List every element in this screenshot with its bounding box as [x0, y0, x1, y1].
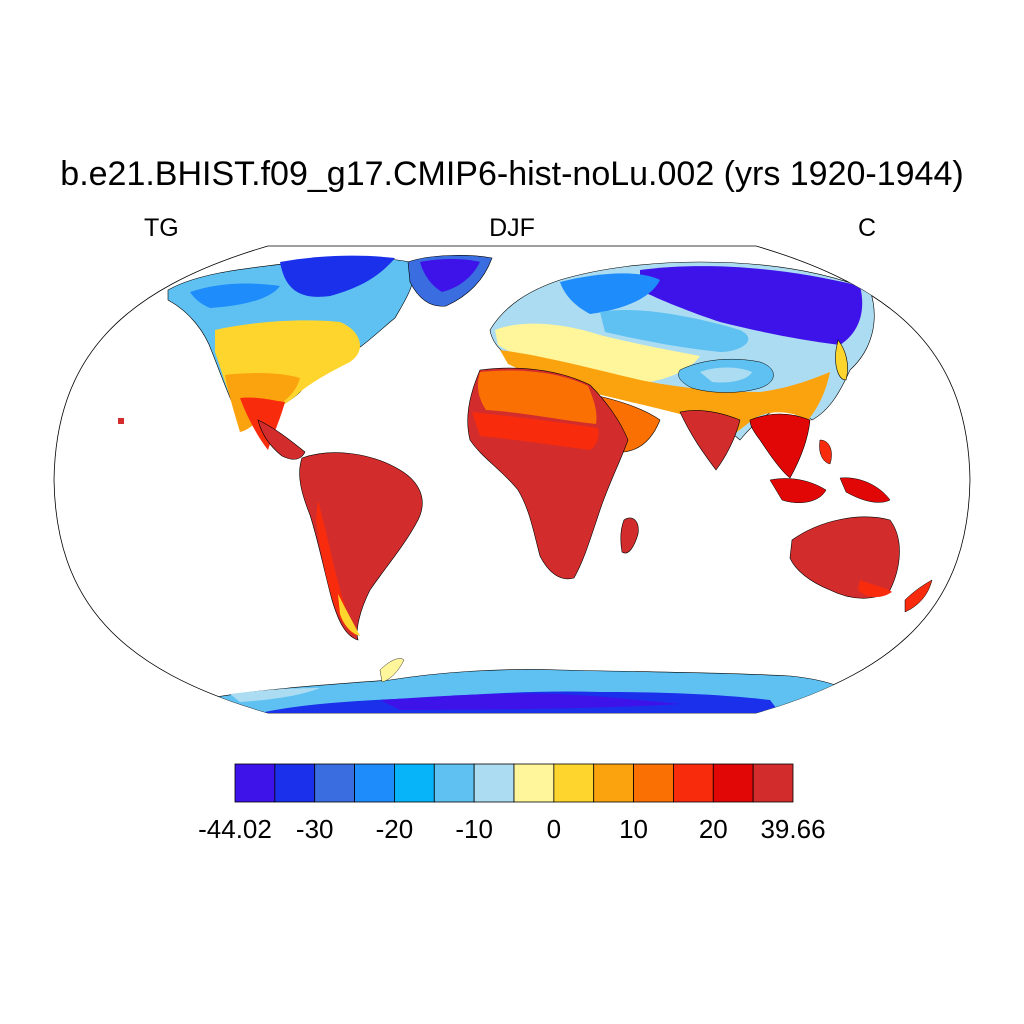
new-zealand [904, 579, 933, 613]
colorbar-swatch [394, 763, 435, 803]
antarctica [199, 658, 871, 713]
colorbar-tick-label: -10 [455, 814, 493, 844]
colorbar-swatch [433, 763, 475, 803]
colorbar-tick-label: 20 [698, 814, 728, 844]
africa [467, 367, 639, 580]
australia [789, 516, 900, 599]
colorbar-swatch [593, 763, 634, 803]
variable-label: TG [144, 214, 179, 242]
hawaii [118, 418, 124, 424]
colorbar-labels: -44.02 -30 -20 -10 0 10 20 39.66 [0, 812, 1024, 848]
colorbar-swatch [673, 763, 714, 803]
map-title: b.e21.BHIST.f09_g17.CMIP6-hist-noLu.002 … [60, 155, 964, 193]
colorbar-swatch [633, 763, 674, 803]
colorbar-tick-label: 39.66 [760, 814, 826, 844]
colorbar-swatch [473, 763, 515, 803]
season-label: DJF [489, 214, 535, 242]
colorbar-tick-label: -44.02 [198, 814, 272, 844]
colorbar [234, 763, 794, 803]
south-america [299, 452, 423, 641]
north-america [167, 255, 493, 460]
colorbar-swatch [274, 763, 316, 803]
units-label: C [858, 214, 877, 242]
colorbar-tick-label: 10 [619, 814, 649, 844]
maritime-continent [769, 439, 891, 503]
colorbar-swatch [234, 763, 276, 803]
colorbar-tick-label: 0 [546, 814, 562, 844]
colorbar-swatch [752, 763, 794, 803]
colorbar-tick-label: -20 [375, 814, 414, 844]
colorbar-swatch [712, 763, 754, 803]
continents [118, 255, 933, 713]
colorbar-swatch [314, 763, 355, 803]
colorbar-swatch [354, 763, 395, 803]
colorbar-swatch [513, 763, 555, 803]
colorbar-tick-label: -30 [295, 814, 334, 844]
colorbar-swatch [553, 763, 595, 803]
